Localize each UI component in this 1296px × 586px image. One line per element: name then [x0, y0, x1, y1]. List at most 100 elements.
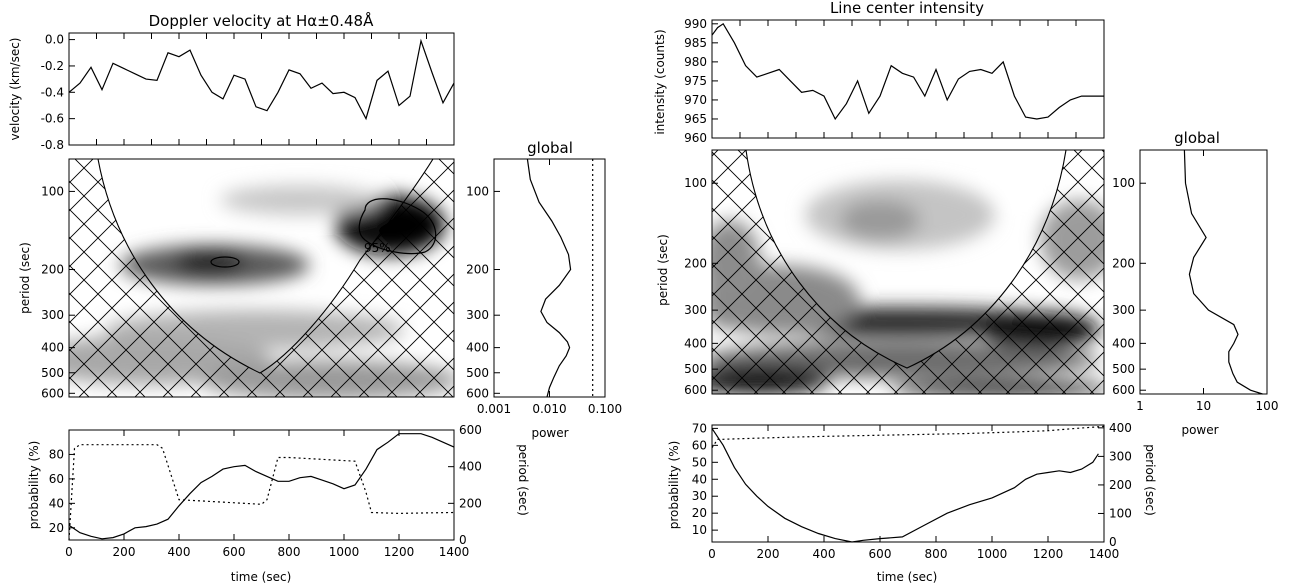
right-wavelet-heatmap [712, 150, 1104, 394]
l-bt-tick-label: 200 [113, 545, 136, 559]
l-gl-tick-label: 0.001 [477, 402, 511, 416]
l-bt-tick-label: 600 [223, 545, 246, 559]
r-bt2-tick-label: 200 [1109, 478, 1132, 492]
r-bt-tick-label: 60 [692, 438, 707, 452]
r-gl-tick-label: 10 [1196, 399, 1211, 413]
right-probability-frame [711, 424, 1105, 543]
l-bt-tick-label: 1400 [439, 545, 470, 559]
left-velocity-yticks: 0.0 -0.2 -0.4 -0.6 -0.8 [41, 33, 75, 152]
left-global-yticks: 100 200 300 400 500 600 [466, 184, 500, 400]
r-bt-tick-label: 600 [869, 547, 892, 561]
right-probability-yticks: 10 20 30 40 50 60 70 [692, 421, 718, 537]
l-gl-tick-label: 0.100 [588, 402, 622, 416]
right-global-frame [1139, 149, 1268, 395]
left-velocity-ylabel: velocity (km/sec) [8, 38, 22, 141]
r-gl-tick-label: 1 [1136, 399, 1144, 413]
r-bt-tick-label: 10 [692, 523, 707, 537]
r-gl-tick-label: 500 [1112, 362, 1135, 376]
r-top-tick-label: 970 [684, 93, 707, 107]
left-probability-yticks: 20 40 60 80 [49, 447, 75, 535]
r-top-tick-label: 960 [684, 131, 707, 145]
l-gl-tick-label: 400 [466, 341, 489, 355]
right-intensity-plot: 960 965 970 975 980 985 990 intensity (counts) [653, 17, 1105, 145]
l-wl-tick-label: 500 [41, 366, 64, 380]
r-bt-tick-label: 800 [925, 547, 948, 561]
r-top-tick-label: 985 [684, 36, 707, 50]
r-bt2-tick-label: 100 [1109, 506, 1132, 520]
left-global-xticks: 0.001 0.010 0.100 [477, 159, 622, 416]
left-global-plot: global 100 200 300 400 500 600 0.001 0.010 0.10… [466, 139, 622, 440]
l-bt-tick-label: 40 [49, 496, 64, 510]
right-probability-xticks: 0 200 400 600 800 1000 1200 1400 [708, 425, 1119, 561]
right-intensity-frame [711, 19, 1105, 139]
r-wl-tick-label: 200 [684, 256, 707, 270]
r-gl-tick-label: 100 [1112, 176, 1135, 190]
left-velocity-series [68, 38, 455, 121]
left-wavelet-plot: 95% 100 200 300 400 500 600 period (sec) [18, 158, 455, 400]
l-wl-tick-label: 100 [41, 184, 64, 198]
right-period-ylabel: period (sec) [1143, 444, 1157, 516]
l-top-tick-label: -0.8 [41, 138, 64, 152]
right-probability-ylabel: probability (%) [667, 441, 681, 530]
right-intensity-ylabel: intensity (counts) [653, 29, 667, 134]
r-gl-tick-label: 600 [1112, 383, 1135, 397]
r-bt-tick-label: 50 [692, 455, 707, 469]
right-global-xlabel: power [1181, 423, 1218, 437]
left-global-xlabel: power [531, 426, 568, 440]
left-global-frame [493, 158, 606, 398]
r-bt2-tick-label: 0 [1109, 535, 1117, 549]
left-title: Doppler velocity at Hα±0.48Å [149, 11, 374, 30]
left-wavelet-heatmap [69, 159, 454, 397]
l-wl-tick-label: 200 [41, 263, 64, 277]
r-wl-tick-label: 300 [684, 303, 707, 317]
right-probability-series [711, 428, 1099, 543]
r-gl-tick-label: 400 [1112, 336, 1135, 350]
l-top-tick-label: -0.6 [41, 112, 64, 126]
right-wavelet-yticks: 100 200 300 400 500 600 [684, 176, 718, 397]
right-period-yticks: 0 100 200 300 400 [1098, 421, 1132, 549]
right-intensity-yticks: 960 965 970 975 980 985 990 [684, 17, 718, 145]
left-contour-label: 95% [364, 241, 391, 255]
l-gl-tick-label: 500 [466, 366, 489, 380]
right-intensity-xticks [711, 20, 1105, 138]
l-bt2-tick-label: 200 [459, 496, 482, 510]
l-wl-tick-label: 300 [41, 308, 64, 322]
right-wavelet-ylabel: period (sec) [656, 234, 670, 306]
left-wavelet-frame [68, 158, 455, 398]
left-probability-ylabel: probability (%) [27, 441, 41, 530]
l-top-tick-label: -0.2 [41, 59, 64, 73]
r-top-tick-label: 975 [684, 74, 707, 88]
r-bt2-tick-label: 300 [1109, 449, 1132, 463]
l-top-tick-label: -0.4 [41, 85, 64, 99]
right-time-xlabel: time (sec) [877, 570, 938, 584]
l-bt-tick-label: 800 [278, 545, 301, 559]
right-title: Line center intensity [830, 0, 984, 17]
left-probability-plot: 20 40 60 80 0 200 400 600 0 200 400 600 800 1000 120… [27, 423, 530, 584]
right-period-series [711, 425, 1105, 449]
r-bt2-tick-label: 400 [1109, 421, 1132, 435]
left-wavelet-ylabel: period (sec) [18, 242, 32, 314]
r-bt-tick-label: 1400 [1089, 547, 1120, 561]
left-probability-xticks: 0 200 400 600 800 1000 1200 1400 [65, 430, 469, 559]
right-wavelet-frame [711, 149, 1105, 395]
l-gl-tick-label: 0.010 [532, 402, 566, 416]
right-global-plot: global 100 200 300 400 500 600 1 10 100 power [1112, 129, 1278, 437]
l-wl-tick-label: 600 [41, 386, 64, 400]
left-panel: Doppler velocity at Hα±0.48Å 0.0 -0.2 -0.4… [8, 11, 622, 584]
left-velocity-xticks [68, 33, 455, 145]
l-bt2-tick-label: 400 [459, 460, 482, 474]
r-bt-tick-label: 1200 [1033, 547, 1064, 561]
l-gl-tick-label: 300 [466, 308, 489, 322]
right-panel: Line center intensity 960 965 970 975 980 985… [653, 0, 1278, 584]
r-bt-tick-label: 20 [692, 506, 707, 520]
r-top-tick-label: 990 [684, 17, 707, 31]
left-probability-series [68, 433, 455, 540]
left-period-series [68, 444, 455, 541]
left-wavelet-yticks: 100 200 300 400 500 600 [41, 184, 75, 400]
left-velocity-frame [68, 32, 455, 146]
l-gl-tick-label: 600 [466, 386, 489, 400]
right-intensity-series [711, 22, 1104, 121]
l-bt-tick-label: 1200 [384, 545, 415, 559]
r-gl-tick-label: 300 [1112, 303, 1135, 317]
